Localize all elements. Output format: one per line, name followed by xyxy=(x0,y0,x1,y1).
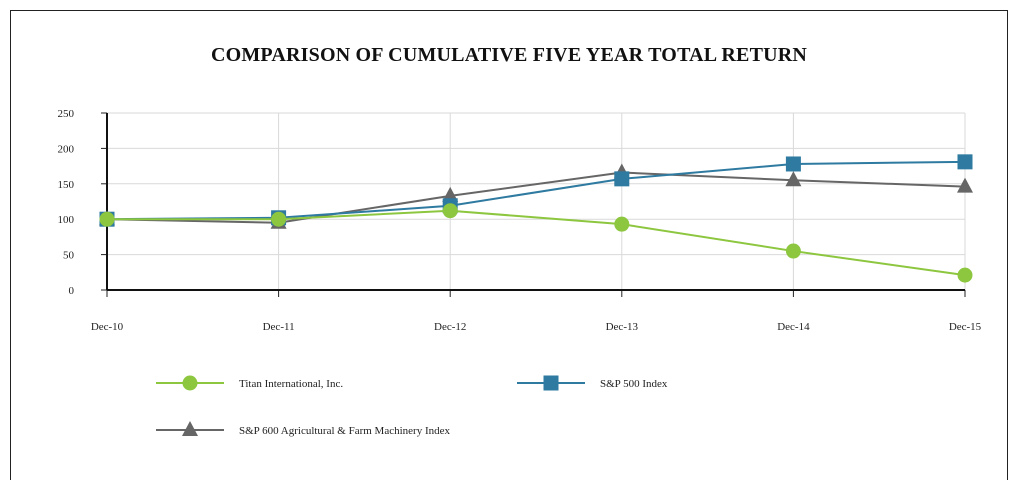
data-point-triangle xyxy=(785,171,802,187)
series-layer xyxy=(99,154,973,283)
data-point-circle xyxy=(271,211,287,227)
legend-label-triangle: S&P 600 Agricultural & Farm Machinery In… xyxy=(239,425,451,437)
series-line-circle xyxy=(107,209,966,277)
data-point-circle xyxy=(99,211,115,227)
data-point-circle xyxy=(442,203,458,219)
chart-frame xyxy=(10,10,1008,480)
legend-marker-square xyxy=(543,375,559,391)
legend-marker-triangle xyxy=(182,421,198,436)
legend-marker-circle xyxy=(182,375,198,391)
legend-label-square: S&P 500 Index xyxy=(600,378,668,390)
data-point-circle xyxy=(785,243,801,259)
legend-label-circle: Titan International, Inc. xyxy=(239,378,343,390)
legend-layer: Titan International, Inc. S&P 500 Index S&… xyxy=(156,375,668,437)
axis-layer: 0 50 100 150 200 250 Dec-10 Dec-11 Dec-12 Dec-13 D… xyxy=(58,108,982,333)
x-tick-label: Dec-13 xyxy=(606,321,639,333)
x-tick-label: Dec-11 xyxy=(263,321,295,333)
chart-title: COMPARISON OF CUMULATIVE FIVE YEAR TOTAL… xyxy=(210,44,808,66)
data-point-triangle xyxy=(957,177,973,193)
x-tick-label: Dec-12 xyxy=(434,321,466,333)
y-tick-label: 200 xyxy=(58,143,75,155)
data-point-square xyxy=(614,171,630,187)
y-tick-label: 0 xyxy=(69,285,75,297)
data-point-square xyxy=(785,156,801,172)
data-point-circle xyxy=(614,216,630,232)
y-tick-label: 50 xyxy=(63,250,75,262)
x-tick-label: Dec-15 xyxy=(949,321,982,333)
data-point-square xyxy=(957,154,973,170)
y-tick-label: 150 xyxy=(58,179,75,191)
x-tick-label: Dec-10 xyxy=(91,321,124,333)
grid-layer xyxy=(107,112,966,290)
y-tick-label: 100 xyxy=(58,214,75,226)
data-point-circle xyxy=(957,267,973,283)
data-point-triangle xyxy=(442,186,459,202)
series-line-triangle xyxy=(106,171,966,224)
x-tick-label: Dec-14 xyxy=(777,321,810,333)
series-line-square xyxy=(106,160,966,221)
y-tick-label: 250 xyxy=(58,108,75,120)
